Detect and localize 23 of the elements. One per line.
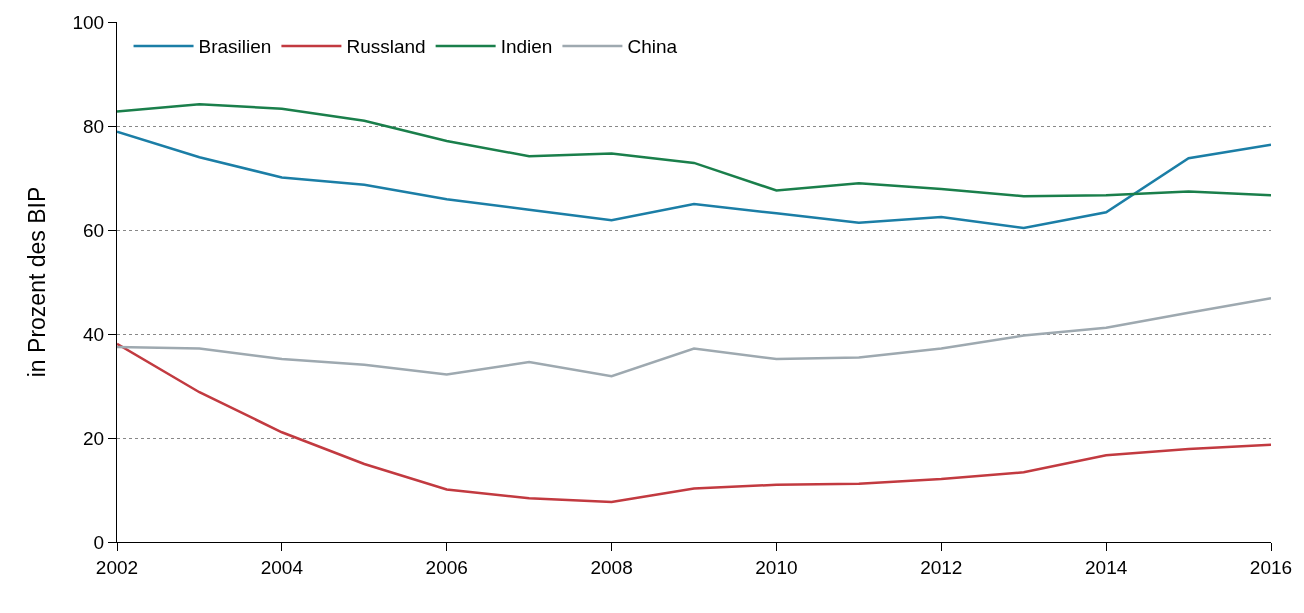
y-tick-label: 0 [93, 531, 105, 553]
x-tick-label: 2006 [425, 556, 468, 578]
legend-label: China [627, 36, 678, 58]
legend-label: Indien [500, 36, 553, 58]
x-tick-label: 2014 [1085, 556, 1128, 578]
x-tick-label: 2010 [755, 556, 798, 578]
x-tick-label: 2002 [95, 556, 139, 578]
x-tick-label: 2016 [1249, 556, 1293, 578]
y-tick-label: 100 [72, 11, 105, 33]
legend-label: Russland [346, 36, 426, 58]
y-tick-label: 40 [83, 323, 105, 345]
x-tick-label: 2008 [590, 556, 633, 578]
line-series [117, 342, 1271, 504]
line-series [117, 296, 1271, 378]
line-series [117, 102, 1271, 198]
y-tick-label: 20 [83, 427, 105, 449]
y-tick-label: 60 [83, 219, 105, 241]
y-tick-label: 80 [83, 115, 105, 137]
x-tick-label: 2012 [920, 556, 963, 578]
legend-label: Brasilien [198, 36, 272, 58]
x-tick-label: 2004 [260, 556, 304, 578]
y-axis-title: in Prozent des BIP [23, 186, 50, 378]
line-series [117, 130, 1271, 230]
